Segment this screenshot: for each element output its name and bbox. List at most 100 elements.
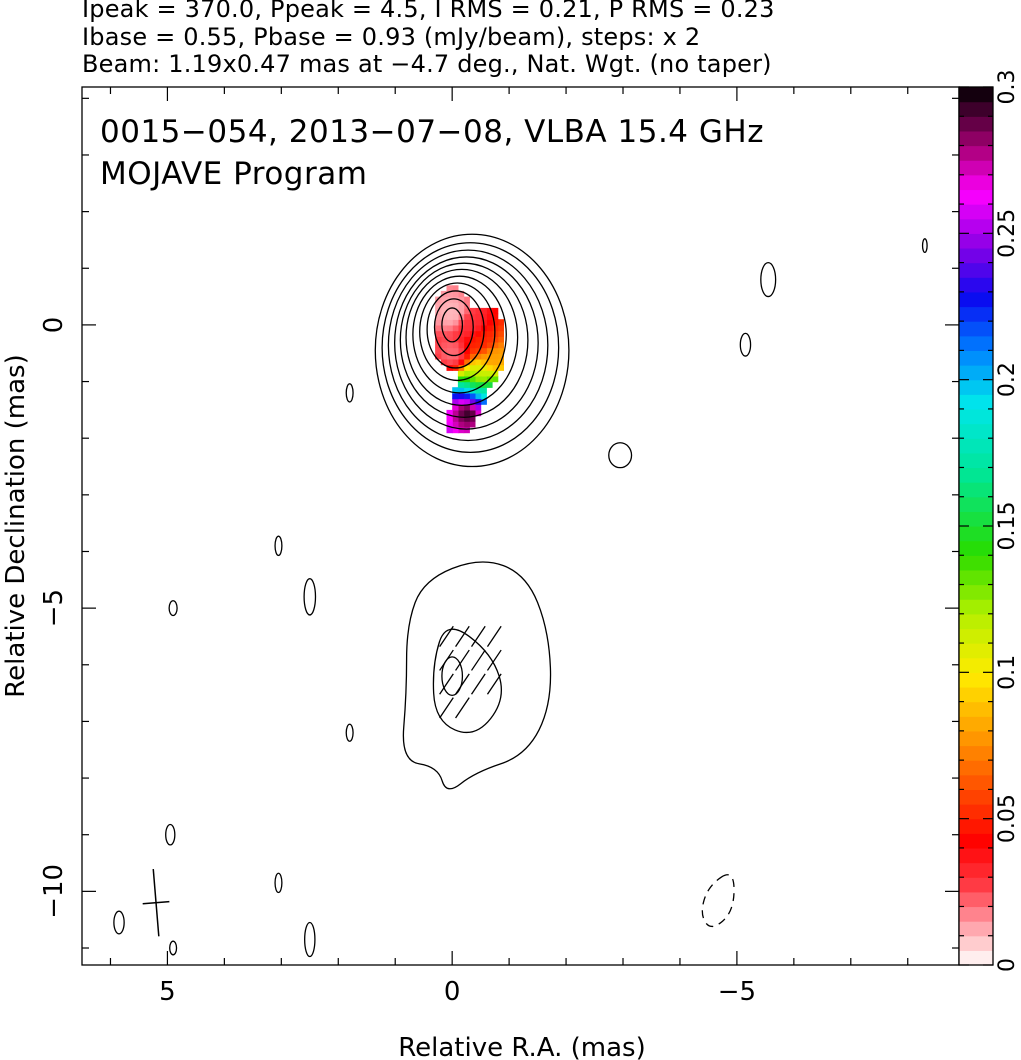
polarization-map	[435, 285, 504, 434]
colorbar-cell	[959, 204, 993, 220]
colorbar-cell	[959, 847, 993, 864]
polarization-cell	[440, 302, 448, 309]
polarization-cell	[446, 319, 453, 326]
polarization-cell	[446, 324, 453, 332]
noise-contour	[169, 940, 178, 956]
polarization-cell	[492, 319, 499, 326]
polarization-cell	[492, 358, 499, 366]
polarization-cell	[492, 353, 499, 360]
polarization-cell	[457, 319, 465, 326]
polarization-cell	[492, 307, 499, 315]
colorbar-cell	[959, 569, 993, 586]
colorbar-cell	[959, 643, 993, 659]
colorbar-tick-label: 0.05	[995, 794, 1020, 843]
colorbar-cell	[959, 452, 993, 469]
colorbar-cell	[959, 116, 993, 132]
polarization-vector	[486, 673, 502, 695]
colorbar-cell	[959, 716, 993, 732]
polarization-vector	[439, 649, 454, 671]
polarization-cell	[497, 336, 504, 343]
polarization-cell	[480, 398, 487, 405]
polarization-cell	[463, 387, 470, 394]
polarization-cell	[440, 319, 448, 326]
polarization-cell	[452, 358, 459, 366]
colorbar-cell	[959, 335, 993, 351]
polarization-cell	[469, 370, 476, 377]
polarization-cell	[486, 381, 493, 388]
polarization-cell	[469, 415, 476, 422]
colorbar-cell	[959, 408, 993, 425]
colorbar-cell	[959, 672, 993, 688]
polarization-cell	[480, 307, 487, 315]
core-contour	[412, 275, 507, 394]
colorbar-gradient	[959, 87, 993, 966]
polarization-cell	[497, 324, 504, 332]
polarization-cell	[480, 370, 487, 377]
colorbar-cell	[959, 540, 993, 556]
polarization-cell	[452, 392, 459, 400]
polarization-cell	[463, 426, 470, 434]
polarization-cell	[497, 364, 504, 371]
colorbar-cell	[959, 438, 993, 454]
polarization-cell	[435, 353, 442, 360]
colorbar-cell	[959, 701, 993, 717]
colorbar-cell	[959, 818, 993, 834]
polarization-cell	[486, 347, 493, 354]
polarization-cell	[452, 387, 459, 394]
polarization-cell	[480, 353, 487, 360]
polarization-cell	[463, 409, 470, 417]
colorbar-cell	[959, 496, 993, 512]
polarization-cell	[446, 336, 453, 343]
polarization-cell	[480, 392, 487, 400]
colorbar	[958, 86, 994, 966]
polarization-cell	[474, 398, 482, 405]
polarization-cell	[452, 330, 459, 337]
polarization-cell	[435, 324, 442, 332]
colorbar-cell	[959, 804, 993, 820]
polarization-cell	[474, 353, 482, 360]
colorbar-cell	[959, 628, 993, 644]
polarization-cell	[492, 313, 499, 320]
colorbar-cell	[959, 613, 993, 630]
colorbar-cell	[959, 379, 993, 395]
polarization-vector	[486, 649, 502, 671]
colorbar-cell	[959, 145, 993, 161]
axis-ticks	[82, 87, 959, 965]
polarization-cell	[452, 415, 459, 422]
colorbar-cell	[959, 935, 993, 951]
polarization-cell	[480, 358, 487, 366]
polarization-cell	[463, 313, 470, 320]
polarization-vector	[486, 625, 502, 648]
polarization-cell	[435, 347, 442, 354]
polarization-cell	[463, 324, 470, 332]
beam-minor-axis	[142, 900, 170, 905]
polarization-cell	[469, 398, 476, 405]
colorbar-cell	[959, 526, 993, 542]
polarization-cell	[452, 313, 459, 320]
colorbar-tick-label: 0.1	[995, 655, 1020, 690]
colorbar-cell	[959, 394, 993, 410]
polarization-cell	[452, 324, 459, 332]
polarization-cell	[469, 307, 476, 315]
polarization-vector	[439, 697, 454, 719]
polarization-vector	[439, 673, 454, 695]
polarization-cell	[463, 392, 470, 400]
polarization-cell	[457, 370, 465, 377]
x-tick-label: 5	[159, 977, 176, 1007]
colorbar-ticks	[959, 86, 993, 966]
polarization-cell	[457, 347, 465, 354]
polarization-cell	[463, 336, 470, 343]
polarization-cell	[463, 370, 470, 377]
plot-area	[81, 86, 960, 966]
colorbar-tick-label: 0.2	[995, 362, 1020, 397]
core-contour	[441, 307, 464, 343]
polarization-cell	[435, 336, 442, 343]
polarization-cell	[457, 375, 465, 383]
noise-contour	[168, 600, 178, 617]
polarization-cell	[452, 398, 459, 405]
polarization-cell	[446, 330, 453, 337]
colorbar-cell	[959, 599, 993, 615]
colorbar-cell	[959, 760, 993, 776]
polarization-cell	[446, 421, 453, 428]
